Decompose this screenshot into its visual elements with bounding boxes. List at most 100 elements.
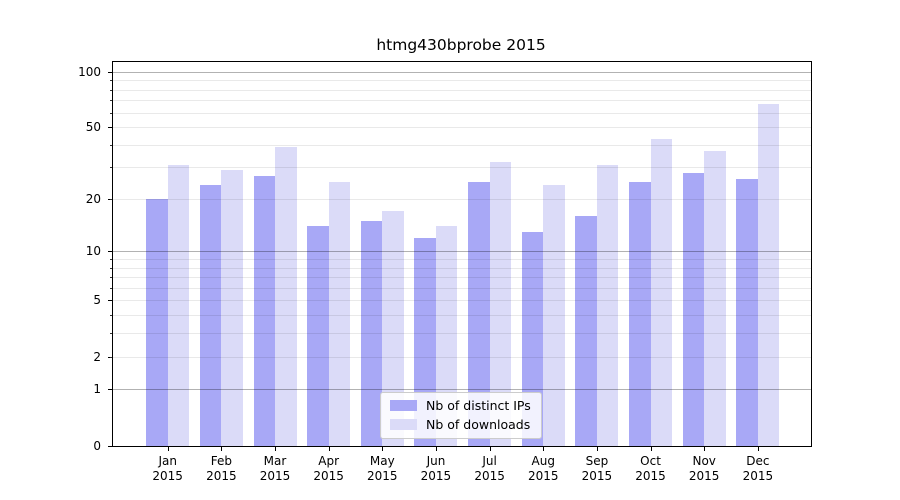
bar-nb-of-distinct-ips-nov-2015: [682, 172, 705, 446]
x-axis-tick-label: Dec 2015: [742, 454, 774, 483]
y-axis-minor-tick: [110, 267, 112, 269]
x-axis-tick: [543, 447, 545, 451]
bar-nb-of-downloads-jan-2015: [167, 164, 190, 446]
legend-item-nb-of-distinct-ips: Nb of distinct IPs: [390, 398, 531, 413]
x-axis-tick: [435, 447, 437, 451]
y-axis-tick-label: 0: [93, 438, 101, 453]
bar-nb-of-downloads-feb-2015: [221, 170, 243, 446]
chart-title: htmg430bprobe 2015: [376, 36, 546, 54]
gridline-minor: [113, 333, 811, 335]
y-axis-tick-label: 2: [93, 349, 101, 364]
y-axis-minor-tick: [110, 198, 112, 200]
y-axis-minor-tick: [110, 112, 112, 114]
x-axis-tick-label: Oct 2015: [635, 454, 666, 483]
legend-label: Nb of downloads: [426, 417, 531, 432]
bar-nb-of-downloads-nov-2015: [704, 150, 726, 446]
y-axis-minor-tick: [110, 258, 112, 260]
bar-nb-of-distinct-ips-jan-2015: [146, 198, 168, 446]
y-axis-minor-tick: [110, 100, 112, 102]
x-axis-tick-label: Apr 2015: [313, 454, 344, 483]
gridline-minor: [113, 258, 811, 260]
y-axis-tick-label: 5: [93, 293, 101, 308]
y-axis-tick-label: 100: [78, 64, 101, 79]
bar-nb-of-distinct-ips-oct-2015: [629, 181, 651, 446]
gridline-major: [113, 71, 811, 73]
gridline-minor: [113, 167, 811, 169]
gridline-minor: [113, 89, 811, 91]
gridline-minor: [113, 80, 811, 82]
gridline-major: [113, 251, 811, 253]
y-axis-tick: [108, 300, 112, 302]
x-axis-tick: [596, 447, 598, 451]
legend: Nb of distinct IPs Nb of downloads: [380, 392, 542, 439]
y-axis-minor-tick: [110, 356, 112, 358]
gridline-minor: [113, 112, 811, 114]
x-axis-tick: [221, 447, 223, 451]
y-axis-minor-tick: [110, 89, 112, 91]
x-axis-tick-label: Sep 2015: [581, 454, 613, 483]
x-axis-tick-label: Jul 2015: [474, 454, 505, 483]
y-axis-tick: [108, 251, 112, 253]
x-axis-tick-label: May 2015: [367, 454, 398, 483]
x-axis-tick: [328, 447, 330, 451]
gridline-minor: [113, 315, 811, 317]
gridline-minor: [113, 198, 811, 200]
bar-nb-of-distinct-ips-dec-2015: [736, 178, 758, 446]
bar-nb-of-downloads-oct-2015: [650, 138, 673, 446]
bar-nb-of-downloads-apr-2015: [328, 181, 351, 446]
bar-nb-of-distinct-ips-feb-2015: [199, 184, 222, 446]
x-axis-tick-label: Mar 2015: [259, 454, 291, 483]
legend-swatch-icon: [390, 400, 417, 411]
bar-nb-of-downloads-may-2015: [382, 211, 404, 446]
bar-nb-of-distinct-ips-sep-2015: [575, 216, 597, 446]
gridline-minor: [113, 144, 811, 146]
bar-nb-of-downloads-jul-2015: [489, 162, 512, 446]
gridline-minor: [113, 356, 811, 358]
plot-area: Nb of distinct IPs Nb of downloads 100 50 2…: [78, 61, 812, 483]
x-axis-tick-label: Jan 2015: [152, 454, 183, 483]
y-axis-tick: [108, 71, 112, 73]
legend-label: Nb of distinct IPs: [426, 398, 531, 413]
y-axis-tick-label: 20: [85, 191, 101, 206]
bar-nb-of-distinct-ips-mar-2015: [253, 175, 275, 446]
y-axis-minor-tick: [110, 80, 112, 82]
y-axis-tick-label: 10: [85, 244, 101, 259]
y-axis-tick-label: 50: [85, 120, 101, 135]
bar-nb-of-distinct-ips-apr-2015: [307, 226, 329, 446]
legend-swatch-icon: [390, 419, 417, 430]
y-axis-minor-tick: [110, 144, 112, 146]
bar-nb-of-distinct-ips-may-2015: [360, 220, 383, 446]
bar-nb-of-downloads-aug-2015: [543, 184, 565, 446]
x-axis-tick: [650, 447, 652, 451]
bar-nb-of-distinct-ips-jul-2015: [468, 181, 490, 446]
x-axis-tick: [382, 447, 384, 451]
x-axis-tick: [275, 447, 276, 451]
bar-nb-of-downloads-jun-2015: [435, 226, 458, 446]
gridline-minor: [113, 127, 811, 129]
gridline-minor: [113, 277, 811, 279]
bar-nb-of-downloads-sep-2015: [596, 164, 619, 446]
y-axis-minor-tick: [110, 315, 112, 317]
bar-nb-of-downloads-dec-2015: [757, 103, 780, 446]
x-axis-tick-label: Feb 2015: [206, 454, 237, 483]
gridline-major: [113, 389, 811, 391]
y-axis-tick: [108, 389, 112, 391]
x-axis-tick: [167, 447, 169, 451]
x-axis-tick: [704, 447, 706, 451]
gridline-minor: [113, 267, 811, 269]
x-axis-tick: [757, 447, 759, 451]
y-axis-tick-label: 1: [93, 382, 101, 397]
gridline-minor: [113, 300, 811, 302]
x-axis-tick-label: Aug 2015: [527, 454, 559, 483]
y-axis-minor-tick: [110, 333, 112, 335]
y-axis-tick: [108, 127, 112, 129]
x-axis-tick: [489, 447, 491, 451]
y-axis-tick: [108, 445, 112, 447]
bar-nb-of-downloads-mar-2015: [275, 146, 297, 446]
x-axis-tick-label: Jun 2015: [420, 454, 452, 483]
x-axis-tick-label: Nov 2015: [688, 454, 720, 483]
y-axis-minor-tick: [110, 287, 112, 289]
gridline-minor: [113, 100, 811, 102]
legend-item-nb-of-downloads: Nb of downloads: [390, 417, 531, 432]
